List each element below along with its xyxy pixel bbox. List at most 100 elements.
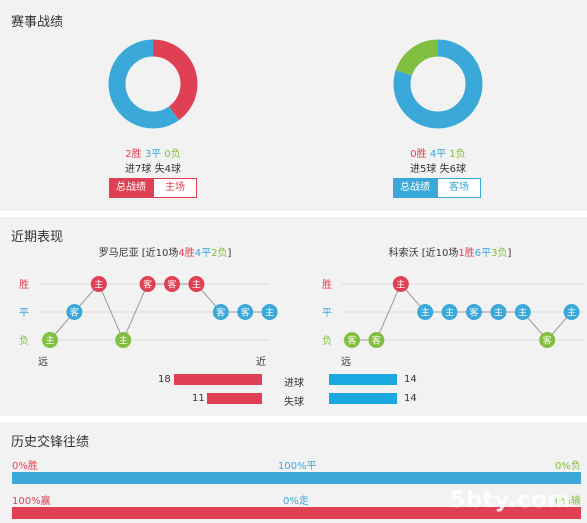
home-conceded-bar (207, 393, 262, 404)
away-form-line (352, 283, 572, 341)
recent-form-title: 近期表现 (11, 230, 64, 245)
away-team-name: 科索沃 (388, 248, 419, 259)
home-match-marker (212, 304, 229, 320)
tab-away-overall[interactable]: 总战绩 (393, 178, 437, 198)
home-form-wins: 4胜 (178, 248, 195, 259)
conceded-label: 失球 (284, 397, 304, 408)
home-match-marker (237, 304, 254, 320)
tab-home-venue[interactable]: 主场 (153, 178, 197, 198)
away-row-label: 负 (322, 334, 332, 347)
away-match-point[interactable]: 主 (490, 304, 507, 320)
home-form-losses: 2负 (211, 248, 228, 259)
home-form-line (49, 283, 270, 342)
home-match-point[interactable]: 主 (90, 276, 107, 292)
away-record-tabs: 总战绩 客场 (393, 178, 481, 198)
home-row-label: 负 (19, 334, 29, 347)
away-record-summary: 0胜 4平 1负 (385, 145, 491, 160)
away-match-point[interactable]: 主 (441, 304, 458, 320)
away-match-point[interactable]: 主 (417, 304, 434, 320)
home-match-venue: 客 (216, 307, 225, 319)
away-match-point[interactable]: 主 (514, 304, 531, 320)
away-match-marker (368, 332, 385, 348)
home-goals-value: 18 (158, 374, 171, 385)
home-match-marker (164, 276, 180, 292)
away-goals-against: 失6球 (439, 164, 466, 175)
home-match-marker (115, 332, 132, 348)
away-match-point[interactable]: 客 (344, 332, 360, 348)
home-goals-bar (174, 374, 262, 385)
tab-home-overall[interactable]: 总战绩 (109, 178, 153, 198)
away-record-donut (393, 39, 483, 129)
away-match-marker (392, 276, 409, 292)
record-panel: 赛事战绩 2胜 3平 0负 进7球 失4球 总战绩 主场 0胜 4平 1负 进5… (0, 0, 587, 211)
away-form-draws: 6平 (474, 248, 492, 259)
home-form-prefix: [近10场 (138, 248, 179, 259)
home-match-venue: 主 (94, 279, 103, 291)
away-match-marker (417, 304, 434, 320)
away-match-venue: 主 (567, 307, 576, 319)
away-match-marker (344, 332, 360, 348)
away-match-venue: 主 (518, 307, 527, 319)
away-form-wins: 1胜 (458, 248, 475, 259)
home-match-point[interactable]: 主 (188, 276, 205, 292)
history-title: 历史交锋往绩 (11, 435, 90, 450)
away-match-venue: 客 (469, 307, 478, 319)
away-far-label: 远 (341, 357, 351, 368)
away-conceded-value: 14 (404, 393, 417, 404)
home-match-point[interactable]: 客 (212, 304, 229, 320)
away-form-prefix: [近10场 (418, 248, 459, 259)
away-match-marker (490, 304, 507, 320)
away-row-label: 平 (322, 308, 332, 319)
home-match-venue: 客 (167, 279, 176, 291)
away-form-title: 科索沃 [近10场1胜6平3负] (345, 244, 555, 259)
home-row-label: 胜 (19, 279, 29, 291)
home-match-marker (188, 276, 205, 292)
home-match-point[interactable]: 客 (237, 304, 254, 320)
handicap-win-pct: 100%赢 (12, 496, 51, 507)
away-goals-bar (329, 374, 397, 385)
away-form-losses: 3负 (491, 248, 508, 259)
away-match-venue: 主 (421, 307, 430, 319)
home-form-chart: 胜平负 主客主主客客主客客主 (19, 276, 278, 348)
home-match-point[interactable]: 主 (42, 332, 58, 348)
home-form-suffix: ] (227, 248, 232, 259)
tab-away-venue[interactable]: 客场 (437, 178, 481, 198)
home-record-donut (108, 39, 198, 129)
away-wins: 0胜 (410, 149, 427, 160)
away-form-suffix: ] (507, 248, 512, 259)
home-match-point[interactable]: 客 (164, 276, 180, 292)
away-match-marker (466, 304, 482, 320)
history-panel: 历史交锋往绩 0%胜 100%平 0%负 100%赢 0%走 0%输 5bty.… (0, 422, 587, 523)
home-match-venue: 主 (45, 335, 54, 347)
away-match-venue: 主 (494, 307, 503, 319)
home-record-summary: 2胜 3平 0负 (100, 145, 206, 160)
home-match-venue: 主 (119, 335, 128, 347)
home-match-venue: 客 (70, 307, 79, 319)
history-win-pct: 0%胜 (12, 461, 38, 472)
away-match-marker (539, 332, 556, 348)
home-far-label: 远 (38, 357, 48, 368)
handicap-loss-pct: 0%输 (555, 496, 581, 507)
home-draws: 3平 (144, 149, 162, 160)
home-losses: 0负 (164, 149, 181, 160)
away-match-venue: 客 (543, 335, 552, 347)
away-conceded-bar (329, 393, 397, 404)
away-loss-slice (393, 39, 483, 129)
away-losses: 1负 (449, 149, 466, 160)
history-draw-pct: 100%平 (278, 461, 317, 472)
away-match-point[interactable]: 主 (392, 276, 409, 292)
away-match-marker (441, 304, 458, 320)
away-match-point[interactable]: 客 (539, 332, 556, 348)
home-match-marker (261, 304, 278, 320)
handicap-win-bar (12, 507, 581, 519)
home-match-point[interactable]: 客 (66, 304, 83, 320)
history-draw-bar (12, 472, 581, 484)
home-match-point[interactable]: 客 (139, 276, 156, 292)
history-loss-pct: 0%负 (555, 461, 581, 472)
home-match-point[interactable]: 主 (261, 304, 278, 320)
home-match-point[interactable]: 主 (115, 332, 132, 348)
away-match-point[interactable]: 客 (368, 332, 385, 348)
handicap-push-pct: 0%走 (283, 496, 309, 507)
away-match-point[interactable]: 主 (563, 304, 580, 320)
away-match-point[interactable]: 客 (466, 304, 482, 320)
